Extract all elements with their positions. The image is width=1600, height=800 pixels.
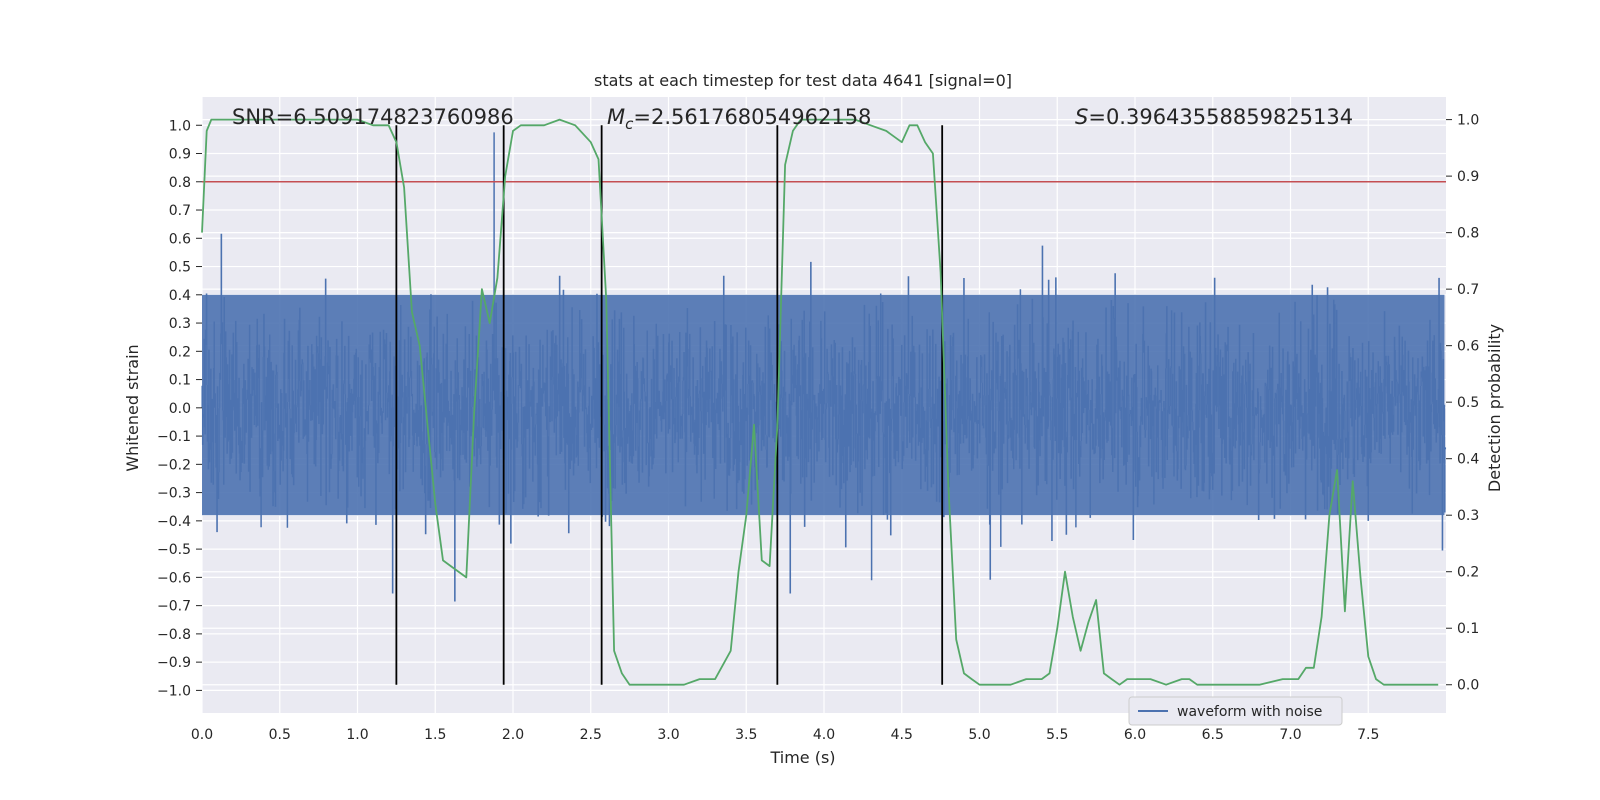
y-right-tick-label: 0.0 (1457, 678, 1479, 694)
x-tick-label: 7.0 (1279, 727, 1301, 743)
y-left-tick-label: 0.8 (169, 175, 191, 191)
x-tick-label: 5.0 (968, 727, 990, 743)
y-right-axis-ticks: 1.0 0.9 0.8 0.7 0.6 0.5 0.4 0.3 0.2 0.1 0.0 (1446, 113, 1479, 694)
x-tick-label: 4.5 (891, 727, 913, 743)
y-left-tick-label: 0.6 (169, 231, 191, 247)
x-tick-label: 0.5 (269, 727, 291, 743)
y-right-tick-label: 0.9 (1457, 169, 1479, 185)
y-left-tick-label: 0.7 (169, 203, 191, 219)
x-tick-label: 1.5 (424, 727, 446, 743)
x-tick-label: 1.0 (346, 727, 368, 743)
y-left-tick-label: −0.3 (157, 486, 191, 502)
y-left-tick-label: −0.6 (157, 570, 191, 586)
y-right-tick-label: 0.2 (1457, 565, 1479, 581)
y-left-tick-label: 0.9 (169, 147, 191, 163)
y-left-axis-label: Whitened strain (123, 344, 142, 471)
y-right-tick-label: 0.6 (1457, 339, 1479, 355)
s-symbol: S (1075, 105, 1088, 129)
x-tick-label: 6.5 (1202, 727, 1224, 743)
y-left-tick-label: 0.4 (169, 288, 191, 304)
x-tick-label: 2.5 (580, 727, 602, 743)
y-left-tick-label: 1.0 (169, 118, 191, 134)
x-tick-label: 5.5 (1046, 727, 1068, 743)
y-right-tick-label: 0.1 (1457, 621, 1479, 637)
x-tick-label: 3.5 (735, 727, 757, 743)
y-left-tick-label: 0.5 (169, 260, 191, 276)
x-tick-label: 4.0 (813, 727, 835, 743)
waveform-dense-band (202, 294, 1445, 516)
legend: waveform with noise (1128, 696, 1343, 726)
y-right-tick-label: 0.8 (1457, 226, 1479, 242)
y-left-tick-label: 0.1 (169, 373, 191, 389)
legend-label: waveform with noise (1177, 704, 1322, 720)
y-left-tick-label: 0.0 (169, 401, 191, 417)
s-value: =0.39643558859825134 (1088, 105, 1353, 129)
x-tick-label: 2.0 (502, 727, 524, 743)
y-right-tick-label: 0.7 (1457, 282, 1479, 298)
y-left-tick-label: −0.8 (157, 627, 191, 643)
series-detection-probability (201, 118, 1439, 686)
snr-annotation: SNR=6.509174823760986 (232, 105, 514, 129)
x-tick-label: 0.0 (191, 727, 213, 743)
x-tick-label: 6.0 (1124, 727, 1146, 743)
y-right-axis-label: Detection probability (1485, 324, 1504, 492)
y-right-tick-label: 0.5 (1457, 395, 1479, 411)
x-tick-label: 7.5 (1357, 727, 1379, 743)
y-left-tick-label: −0.9 (157, 655, 191, 671)
chart-title: stats at each timestep for test data 464… (594, 71, 1012, 90)
y-left-tick-label: −0.5 (157, 542, 191, 558)
y-right-tick-label: 0.3 (1457, 508, 1479, 524)
y-left-tick-label: −1.0 (157, 683, 191, 699)
x-axis-label: Time (s) (769, 748, 835, 767)
y-right-tick-label: 0.4 (1457, 452, 1479, 468)
y-left-tick-label: −0.2 (157, 457, 191, 473)
y-right-tick-label: 1.0 (1457, 113, 1479, 129)
y-left-tick-label: −0.1 (157, 429, 191, 445)
y-left-tick-label: 0.2 (169, 344, 191, 360)
chirp-mass-annotation: Mc=2.561768054962158 (607, 105, 871, 133)
chirp-mass-subscript: c (625, 115, 634, 133)
chirp-mass-symbol: M (607, 105, 625, 129)
detection-probability-line (201, 118, 1439, 686)
y-left-tick-label: −0.7 (157, 599, 191, 615)
s-annotation: S=0.39643558859825134 (1075, 105, 1353, 129)
y-left-axis-ticks: 1.0 0.9 0.8 0.7 0.6 0.5 0.4 0.3 0.2 0.1 0.0 −0.1 −0.… (157, 118, 202, 699)
y-left-tick-label: 0.3 (169, 316, 191, 332)
y-left-tick-label: −0.4 (157, 514, 191, 530)
series-waveform-with-noise (201, 132, 1447, 602)
x-tick-label: 3.0 (657, 727, 679, 743)
chirp-mass-value: =2.561768054962158 (633, 105, 871, 129)
x-axis-ticks: 0.0 0.5 1.0 1.5 2.0 2.5 3.0 3.5 4.0 4.5 5.0 5.5 6.0 6… (191, 727, 1380, 743)
legend-box (1128, 696, 1343, 726)
